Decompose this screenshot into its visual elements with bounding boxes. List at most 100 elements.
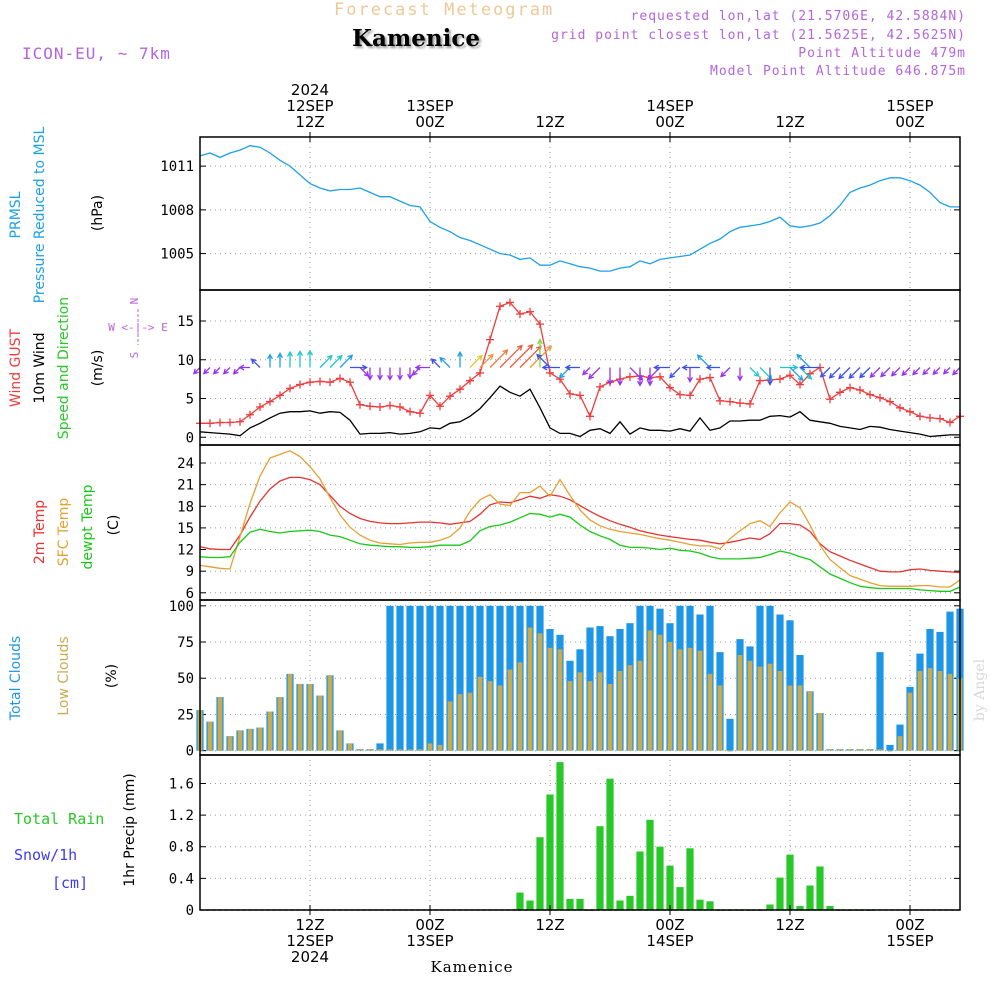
panel-precipitation: 0 0.4 0.8 1.2 1.6 — [169, 754, 961, 919]
bar-total-clouds — [466, 605, 474, 751]
gust-point — [626, 372, 634, 381]
y-tick-label: 5 — [186, 392, 194, 408]
wind-arrow — [737, 367, 743, 382]
bar-low-clouds — [767, 663, 773, 751]
gust-point — [736, 399, 744, 408]
gust-point — [796, 380, 804, 389]
wind-arrow — [499, 344, 523, 368]
wind-arrow — [541, 364, 560, 371]
wind-arrow — [901, 367, 911, 377]
bar-low-clouds — [497, 685, 503, 751]
bar-low-clouds — [447, 701, 453, 751]
wind-arrow — [387, 367, 393, 381]
series-line-prmsl — [199, 145, 960, 272]
gust-point — [236, 417, 244, 426]
wind-arrow — [564, 364, 580, 371]
bar-total-clouds — [376, 743, 384, 751]
x-tick-label-bottom: 00Z — [895, 916, 924, 934]
bar-total-rain — [646, 819, 654, 910]
bar-low-clouds — [457, 694, 463, 751]
gust-point — [666, 383, 674, 392]
bar-low-clouds — [487, 681, 493, 751]
gust-point — [356, 400, 364, 409]
y-tick-label: 25 — [177, 707, 194, 723]
y-tick-label: 10 — [177, 353, 194, 369]
wind-arrow — [509, 344, 534, 368]
bar-low-clouds — [537, 633, 543, 751]
bar-total-rain — [676, 887, 684, 910]
bar-low-clouds — [367, 749, 373, 751]
panel-frame — [199, 754, 961, 911]
bar-low-clouds — [377, 749, 383, 751]
gust-point — [856, 385, 864, 394]
gust-point — [566, 389, 574, 398]
wind-arrow — [653, 364, 670, 371]
panel-frame — [199, 444, 961, 601]
bar-total-clouds — [436, 605, 444, 751]
chart-subtitle: Forecast Meteogram — [334, 0, 555, 20]
bar-total-clouds — [886, 744, 894, 751]
wind-arrow — [890, 367, 901, 377]
bar-low-clouds — [247, 728, 253, 751]
y-tick-label: 6 — [186, 586, 194, 602]
x-tick-label-top: 15SEP — [886, 97, 933, 115]
bar-total-clouds — [426, 605, 434, 751]
bar-low-clouds — [917, 671, 923, 751]
bar-low-clouds — [527, 627, 533, 751]
label-snow: Snow/1h — [14, 846, 77, 864]
x-tick-label-top: 00Z — [895, 113, 924, 131]
bar-total-clouds — [876, 652, 884, 751]
wind-arrow — [789, 367, 804, 382]
gust-point — [676, 390, 684, 399]
bar-total-clouds — [396, 605, 404, 751]
x-tick-label-bottom: 12Z — [295, 916, 324, 934]
wind-arrow — [922, 367, 931, 376]
x-tick-label-bottom: 12Z — [775, 916, 804, 934]
bar-total-rain — [656, 846, 664, 910]
gust-point — [686, 391, 694, 400]
label-sfc-temp: SFC Temp — [56, 498, 72, 567]
bar-total-rain — [606, 778, 614, 910]
model-label: ICON-EU, ~ 7km — [22, 44, 171, 63]
gust-point — [386, 401, 394, 410]
x-tick-label-bottom: 12Z — [535, 916, 564, 934]
x-tick-label-bottom: 12SEP — [286, 932, 333, 950]
bar-low-clouds — [927, 668, 933, 751]
wind-arrow — [819, 367, 831, 378]
gust-point — [576, 391, 584, 400]
gust-point — [216, 418, 224, 427]
label-total-clouds: Total Clouds — [8, 636, 24, 721]
bar-low-clouds — [517, 662, 523, 751]
wind-arrow — [479, 353, 494, 368]
gust-point — [326, 378, 334, 387]
wind-arrow — [749, 367, 760, 378]
watermark: by Angel — [972, 658, 988, 721]
wind-arrow — [469, 354, 483, 368]
gust-point — [226, 418, 234, 427]
label-wind-gust: Wind GUST — [8, 328, 24, 407]
wind-arrow — [720, 367, 731, 378]
label-speed-direction: Speed and Direction — [56, 297, 72, 439]
wind-arrow — [681, 364, 700, 371]
bar-low-clouds — [267, 711, 273, 751]
y-tick-label: 12 — [177, 543, 194, 559]
gust-point — [936, 414, 944, 423]
gust-point — [456, 385, 464, 394]
wind-arrow — [637, 367, 643, 387]
gust-point — [756, 376, 764, 385]
gust-point — [536, 320, 544, 329]
wind-arrow — [350, 364, 368, 371]
bar-total-rain — [686, 848, 694, 910]
wind-arrow — [277, 352, 283, 368]
bar-low-clouds — [227, 736, 233, 751]
bar-total-rain — [826, 906, 834, 910]
gust-point — [246, 410, 254, 419]
bar-low-clouds — [857, 749, 863, 751]
bar-low-clouds — [757, 666, 763, 751]
gust-point — [896, 403, 904, 412]
bar-low-clouds — [687, 647, 693, 751]
series-line-10m-wind — [199, 385, 960, 438]
gust-point — [546, 368, 554, 377]
panel-wind: 0 5 10 15 — [177, 289, 964, 446]
bar-low-clouds — [567, 681, 573, 751]
